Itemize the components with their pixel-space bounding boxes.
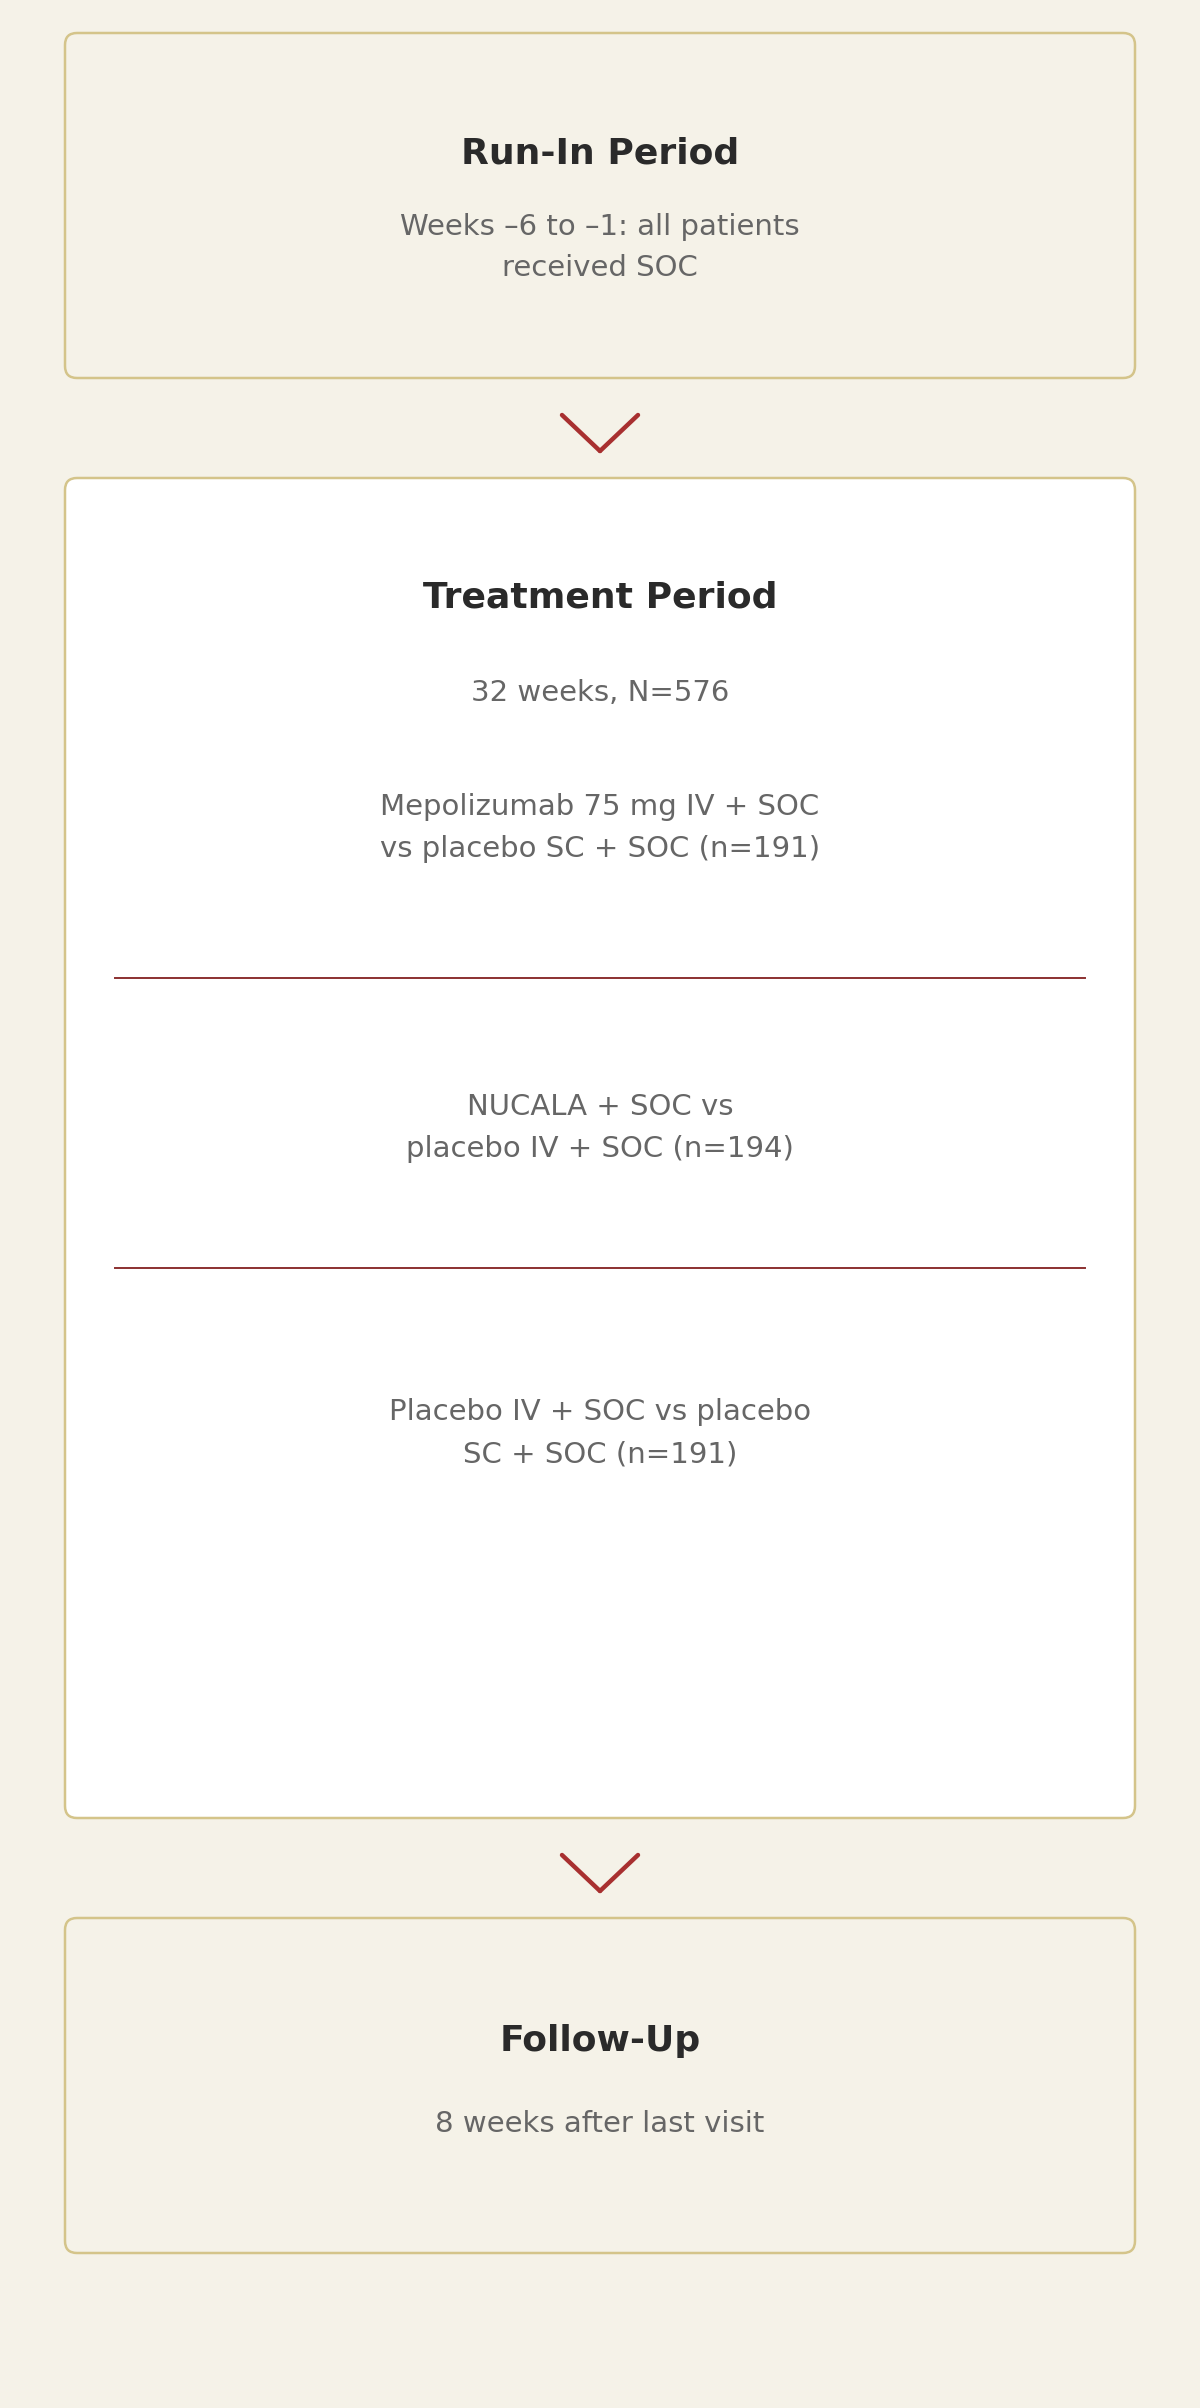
Text: NUCALA + SOC vs
placebo IV + SOC (n=194): NUCALA + SOC vs placebo IV + SOC (n=194)	[406, 1093, 794, 1163]
Text: Weeks –6 to –1: all patients
received SOC: Weeks –6 to –1: all patients received SO…	[400, 214, 800, 282]
FancyBboxPatch shape	[65, 34, 1135, 378]
Text: Placebo IV + SOC vs placebo
SC + SOC (n=191): Placebo IV + SOC vs placebo SC + SOC (n=…	[389, 1399, 811, 1469]
FancyBboxPatch shape	[65, 479, 1135, 1818]
Text: Run-In Period: Run-In Period	[461, 137, 739, 171]
Text: Treatment Period: Treatment Period	[422, 580, 778, 614]
Text: Follow-Up: Follow-Up	[499, 2023, 701, 2056]
FancyBboxPatch shape	[65, 1919, 1135, 2254]
Text: 32 weeks, N=576: 32 weeks, N=576	[470, 679, 730, 708]
Text: Mepolizumab 75 mg IV + SOC
vs placebo SC + SOC (n=191): Mepolizumab 75 mg IV + SOC vs placebo SC…	[380, 792, 820, 862]
Text: 8 weeks after last visit: 8 weeks after last visit	[436, 2109, 764, 2138]
